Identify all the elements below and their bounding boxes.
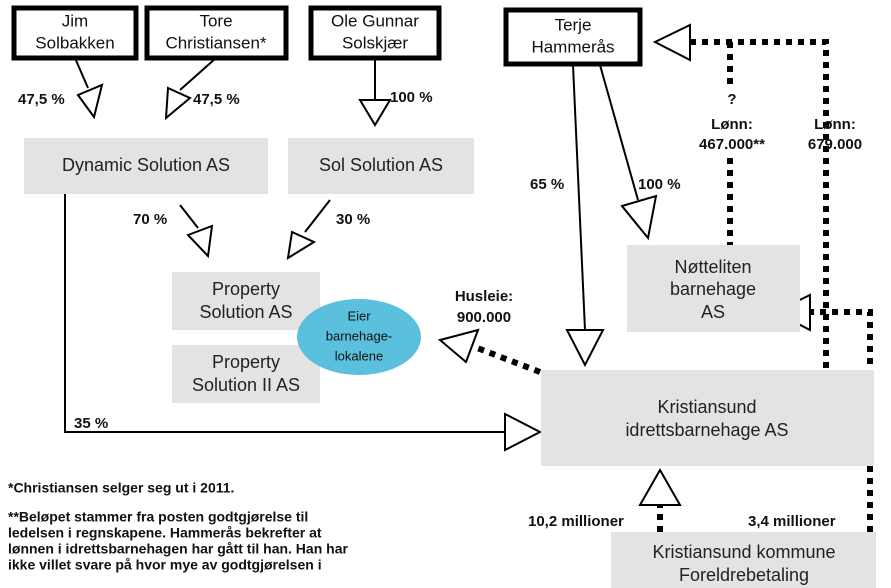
edge-label: 100 %	[638, 176, 681, 193]
edge-label: 65 %	[530, 176, 564, 193]
footnote: ledelsen i regnskapene. Hammerås bekreft…	[8, 525, 322, 541]
company-label: barnehage	[670, 279, 756, 299]
company-label: Kristiansund	[657, 397, 756, 417]
edge-label: 35 %	[74, 415, 108, 432]
bubble-label: Eier	[347, 308, 371, 323]
company-box	[172, 272, 320, 330]
person-box	[308, 5, 442, 61]
person-box	[11, 5, 139, 61]
edge-label: 47,5 %	[193, 91, 240, 108]
bubble-label: lokalene	[335, 348, 383, 363]
company-label: Solution II AS	[192, 375, 300, 395]
company-box	[24, 138, 268, 194]
company-label: Property	[212, 279, 280, 299]
person-label: Jim	[62, 11, 88, 30]
company-box	[611, 532, 876, 588]
company-label: idrettsbarnehage AS	[625, 420, 788, 440]
edge-label: 679.000	[808, 136, 862, 153]
company-label: Property	[212, 352, 280, 372]
company-box	[172, 345, 320, 403]
edge-label: Husleie:	[455, 288, 513, 305]
company-label: AS	[701, 302, 725, 322]
company-label: Kristiansund kommune	[652, 542, 835, 562]
person-label: Hammerås	[531, 37, 614, 56]
company-label: Sol Solution AS	[319, 155, 443, 175]
person-box	[144, 5, 289, 61]
edge-label: 47,5 %	[18, 91, 65, 108]
ownership-bubble	[297, 299, 421, 375]
edge-label: ?	[727, 91, 736, 108]
person-box	[503, 7, 643, 67]
person-label: Ole Gunnar	[331, 11, 419, 30]
company-box	[627, 245, 800, 332]
edge-label: Lønn:	[814, 116, 856, 133]
person-label: Solbakken	[35, 33, 114, 52]
person-label: Christiansen*	[165, 33, 266, 52]
footnote: ikke villet svare på hvor mye av godtgjø…	[8, 557, 322, 573]
footnote: **Beløpet stammer fra posten godtgjørels…	[8, 509, 308, 525]
company-label: Nøtteliten	[674, 257, 751, 277]
edge-label: 467.000**	[699, 136, 765, 153]
person-label: Terje	[555, 15, 592, 34]
company-box	[541, 370, 874, 466]
edge-label: 900.000	[457, 309, 511, 326]
company-box	[288, 138, 474, 194]
edge-label: 70 %	[133, 211, 167, 228]
company-label: Dynamic Solution AS	[62, 155, 230, 175]
edge-label: 3,4 millioner	[748, 513, 836, 530]
footnote: *Christiansen selger seg ut i 2011.	[8, 480, 234, 496]
company-label: Foreldrebetaling	[679, 565, 809, 585]
edge-label: 10,2 millioner	[528, 513, 624, 530]
bubble-label: barnehage-	[326, 328, 393, 343]
person-label: Tore	[199, 11, 232, 30]
edge-label: 100 %	[390, 89, 433, 106]
company-label: Solution AS	[199, 302, 292, 322]
footnote: lønnen i idrettsbarnehagen har gått til …	[8, 541, 348, 557]
person-label: Solskjær	[342, 33, 408, 52]
edge-label: Lønn:	[711, 116, 753, 133]
edge-label: 30 %	[336, 211, 370, 228]
